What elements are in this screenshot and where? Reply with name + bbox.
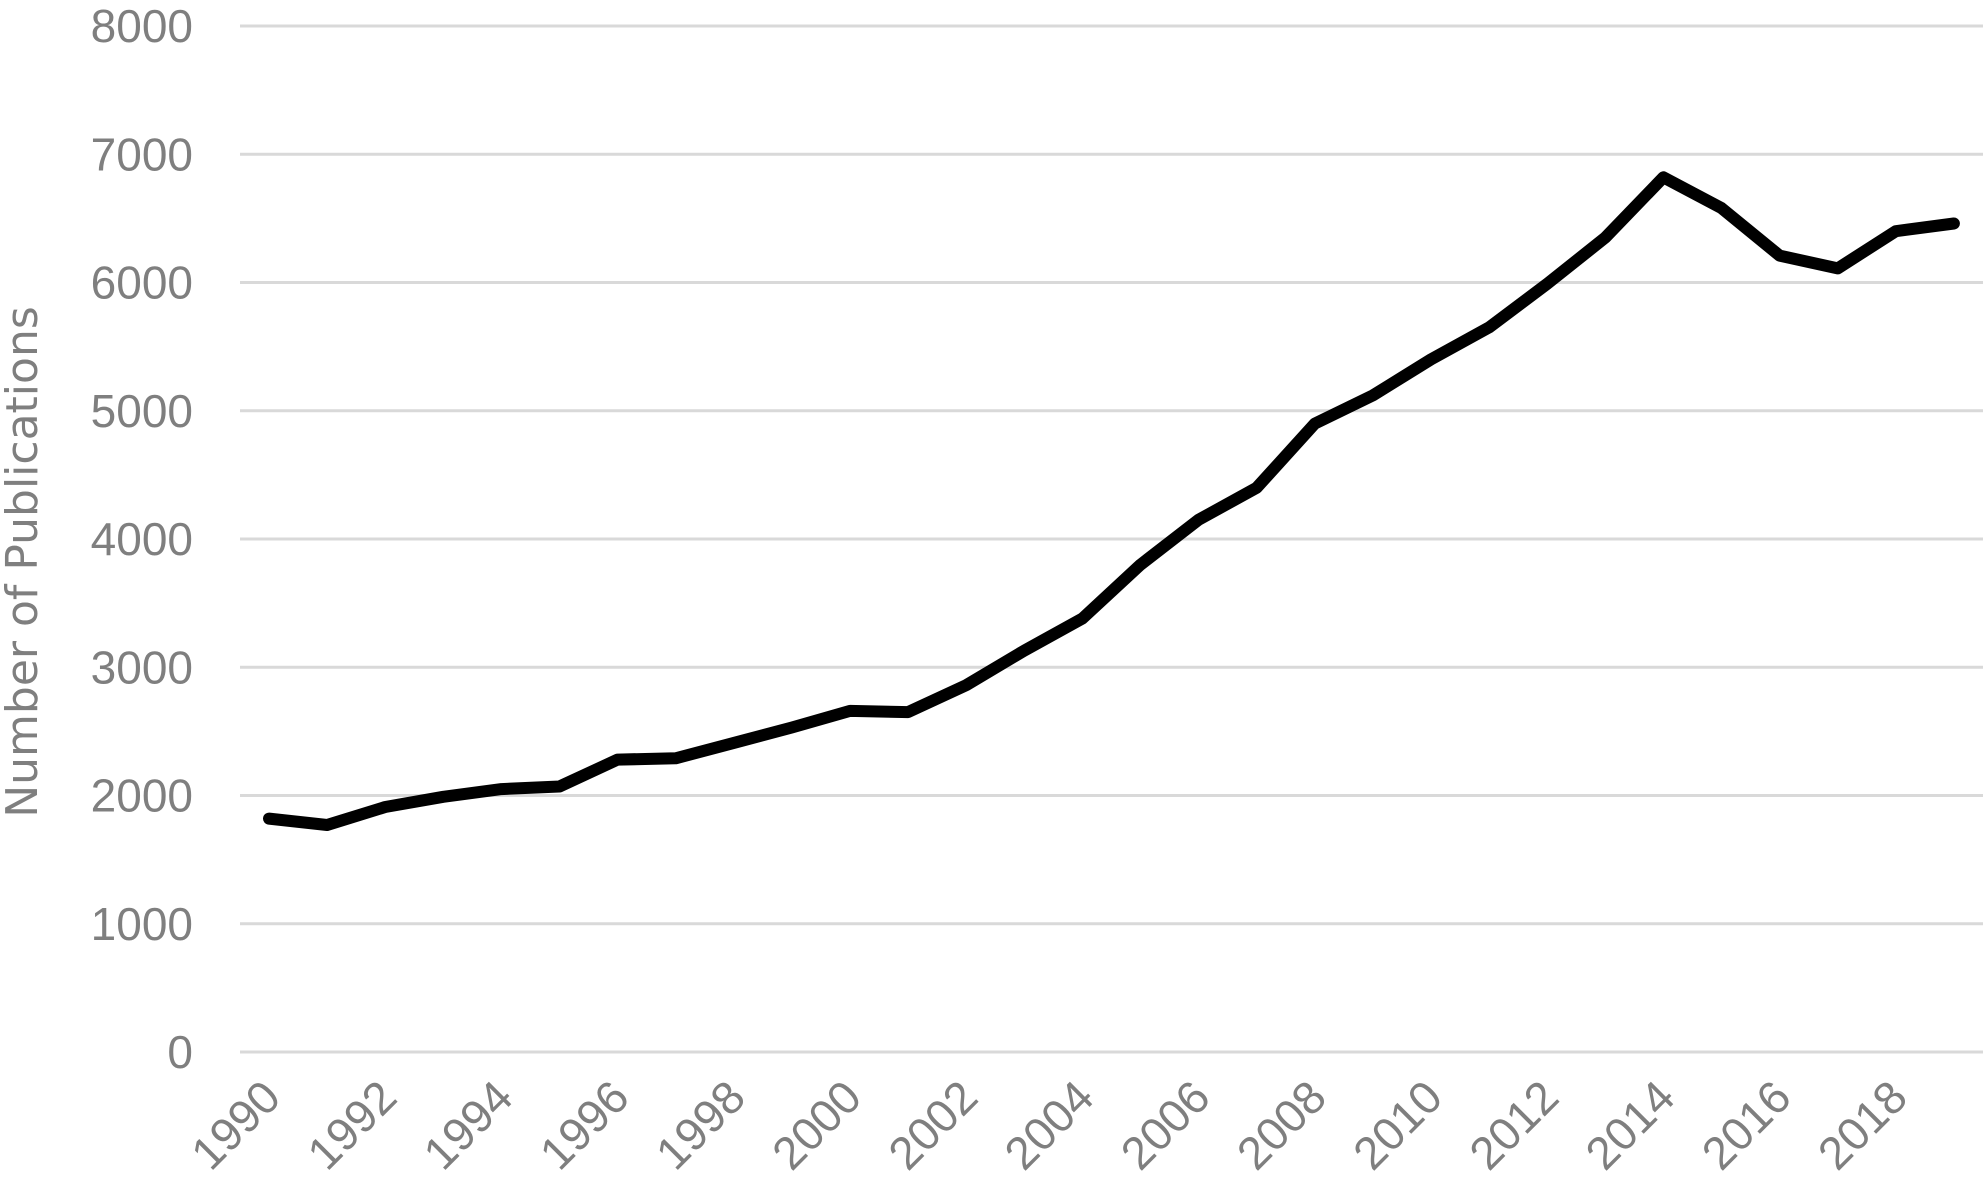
x-tick-label: 2014 (1575, 1070, 1684, 1179)
y-tick-label: 0 (167, 1026, 193, 1078)
x-tick-label: 2008 (1227, 1070, 1336, 1179)
x-tick-label: 2006 (1111, 1070, 1220, 1179)
y-tick-label: 8000 (91, 0, 193, 52)
series-group (263, 171, 1960, 831)
x-tick-label: 2010 (1343, 1070, 1452, 1179)
y-tick-label: 7000 (91, 128, 193, 180)
y-axis-title: Number of Publications (0, 306, 48, 818)
x-tick-label: 2012 (1459, 1070, 1568, 1179)
x-tick-label: 2002 (878, 1070, 987, 1179)
x-tick-label: 1994 (413, 1070, 522, 1179)
x-tick-label: 1992 (297, 1070, 406, 1179)
x-tick-label: 1996 (530, 1070, 639, 1179)
x-tick-label: 2016 (1692, 1070, 1801, 1179)
x-tick-label: 2000 (762, 1070, 871, 1179)
x-tick-label: 2004 (994, 1070, 1103, 1179)
y-tick-label: 3000 (91, 641, 193, 693)
x-axis-tick-labels: 1990 1992 1994 1996 1998 2000 2002 2004 2006 2008… (181, 1070, 1917, 1179)
y-tick-label: 6000 (91, 257, 193, 309)
x-tick-label: 1990 (181, 1070, 290, 1179)
y-tick-label: 1000 (91, 898, 193, 950)
gridlines (240, 24, 1983, 1054)
y-tick-label: 4000 (91, 513, 193, 565)
y-tick-label: 2000 (91, 770, 193, 822)
x-tick-label: 2018 (1808, 1070, 1917, 1179)
y-axis-tick-labels: 0 1000 2000 3000 4000 5000 6000 7000 8000 (91, 0, 193, 1078)
series-line (263, 171, 1960, 831)
y-tick-label: 5000 (91, 385, 193, 437)
x-tick-label: 1998 (646, 1070, 755, 1179)
